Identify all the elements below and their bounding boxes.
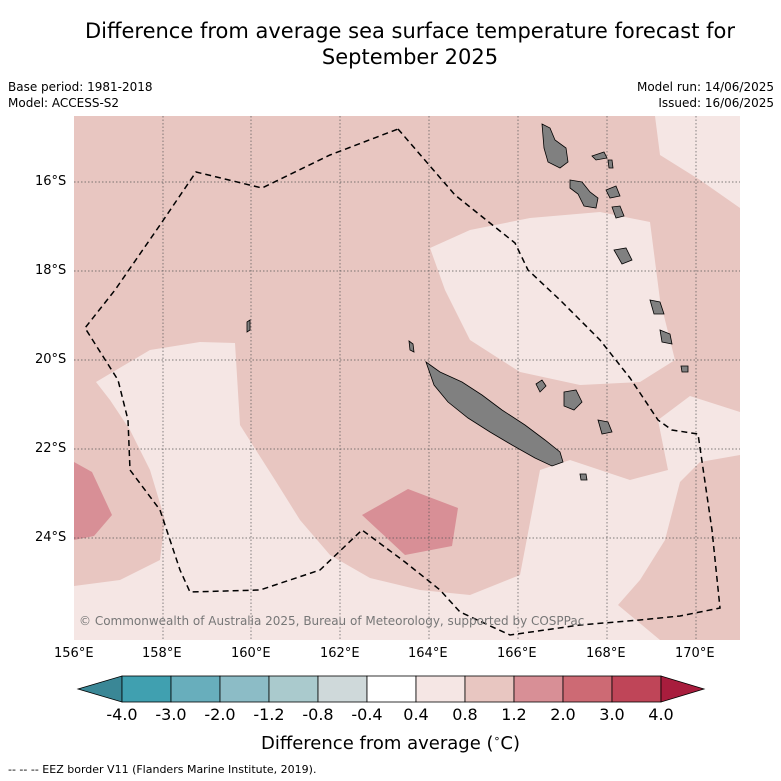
colorbar-tick-label: 0.8 [452,705,478,724]
title-line-1: Difference from average sea surface temp… [85,19,735,43]
title-line-2: September 2025 [321,45,499,69]
colorbar-label: Difference from average (∘C) [260,732,521,754]
eez-border [84,128,721,636]
meta-left: Base period: 1981-2018 Model: ACCESS-S2 [8,79,153,111]
lon-label-166e: 166°E [497,646,537,661]
colorbar-tick-label: 3.0 [599,705,625,724]
gridlines [74,116,740,640]
eez-footnote: -- -- -- EEZ border V11 (Flanders Marine… [8,763,317,776]
colorbar-segment [562,675,613,703]
new-caledonia-main-island [425,360,564,467]
base-period: Base period: 1981-2018 [8,80,153,94]
colorbar-tick-label: 1.2 [501,705,527,724]
aneityum-island [659,329,673,345]
colorbar-tick-label: 4.0 [648,705,674,724]
lat-label-22s: 22°S [35,441,67,456]
colorbar-segment [268,675,319,703]
colorbar-segment [170,675,221,703]
colorbar-segment [611,675,662,703]
island [611,205,625,219]
malekula-island [569,179,599,209]
lon-label-170e: 170°E [675,646,715,661]
colorbar-segment [317,675,368,703]
colorbar-tick-label: 0.4 [403,705,429,724]
island [680,365,689,373]
colorbar-segment [219,675,270,703]
lon-label-162e: 162°E [320,646,360,661]
colorbar-tick-label: -0.8 [302,705,334,724]
lat-label-20s: 20°S [35,352,67,367]
land-masses [246,123,689,481]
meta-right: Model run: 14/06/2025 Issued: 16/06/2025 [637,79,774,111]
colorbar [76,675,706,703]
model-name: Model: ACCESS-S2 [8,96,120,110]
colorbar-tick-label: -0.4 [351,705,383,724]
island [613,247,633,265]
colorbar-segment [366,675,417,703]
colorbar-tick-label: -4.0 [106,705,138,724]
lat-label-16s: 16°S [35,174,67,189]
colorbar-under-arrow [76,675,123,703]
lat-label-24s: 24°S [35,530,67,545]
issued-date: Issued: 16/06/2025 [658,96,774,110]
colorbar-tick-label: -3.0 [155,705,187,724]
anomaly-field-light-northeast [655,116,740,208]
lon-label-156e: 156°E [54,646,94,661]
colorbar-segment [415,675,466,703]
lifou-island [563,389,583,411]
model-run: Model run: 14/06/2025 [636,80,774,94]
lon-label-158e: 158°E [142,646,182,661]
colorbar-segment [513,675,564,703]
lon-label-164e: 164°E [408,646,448,661]
ouvea-island [535,379,547,393]
lat-label-18s: 18°S [35,263,67,278]
island [607,159,614,169]
colorbar-tick-label: -1.2 [253,705,285,724]
anomaly-field-light-south [74,342,740,640]
island [408,340,415,353]
island [605,185,621,199]
colorbar-segment [121,675,172,703]
copyright-notice: © Commonwealth of Australia 2025, Bureau… [79,614,585,628]
island [591,151,608,161]
chesterfield-reef [246,319,251,333]
espiritu-santo-island [541,123,569,169]
anomaly-field-light-central [430,212,675,385]
colorbar-segment [464,675,515,703]
tanna-island [649,299,665,315]
lon-label-168e: 168°E [586,646,626,661]
colorbar-over-arrow [660,675,706,703]
isle-of-pines [579,473,588,481]
chart-title: Difference from average sea surface temp… [40,18,780,70]
mare-island [597,419,613,435]
colorbar-tick-label: 2.0 [550,705,576,724]
anomaly-field-warm-west [74,462,112,540]
colorbar-tick-label: -2.0 [204,705,236,724]
anomaly-field-warm-central [362,489,458,555]
map-area [74,116,740,640]
lon-label-160e: 160°E [231,646,271,661]
